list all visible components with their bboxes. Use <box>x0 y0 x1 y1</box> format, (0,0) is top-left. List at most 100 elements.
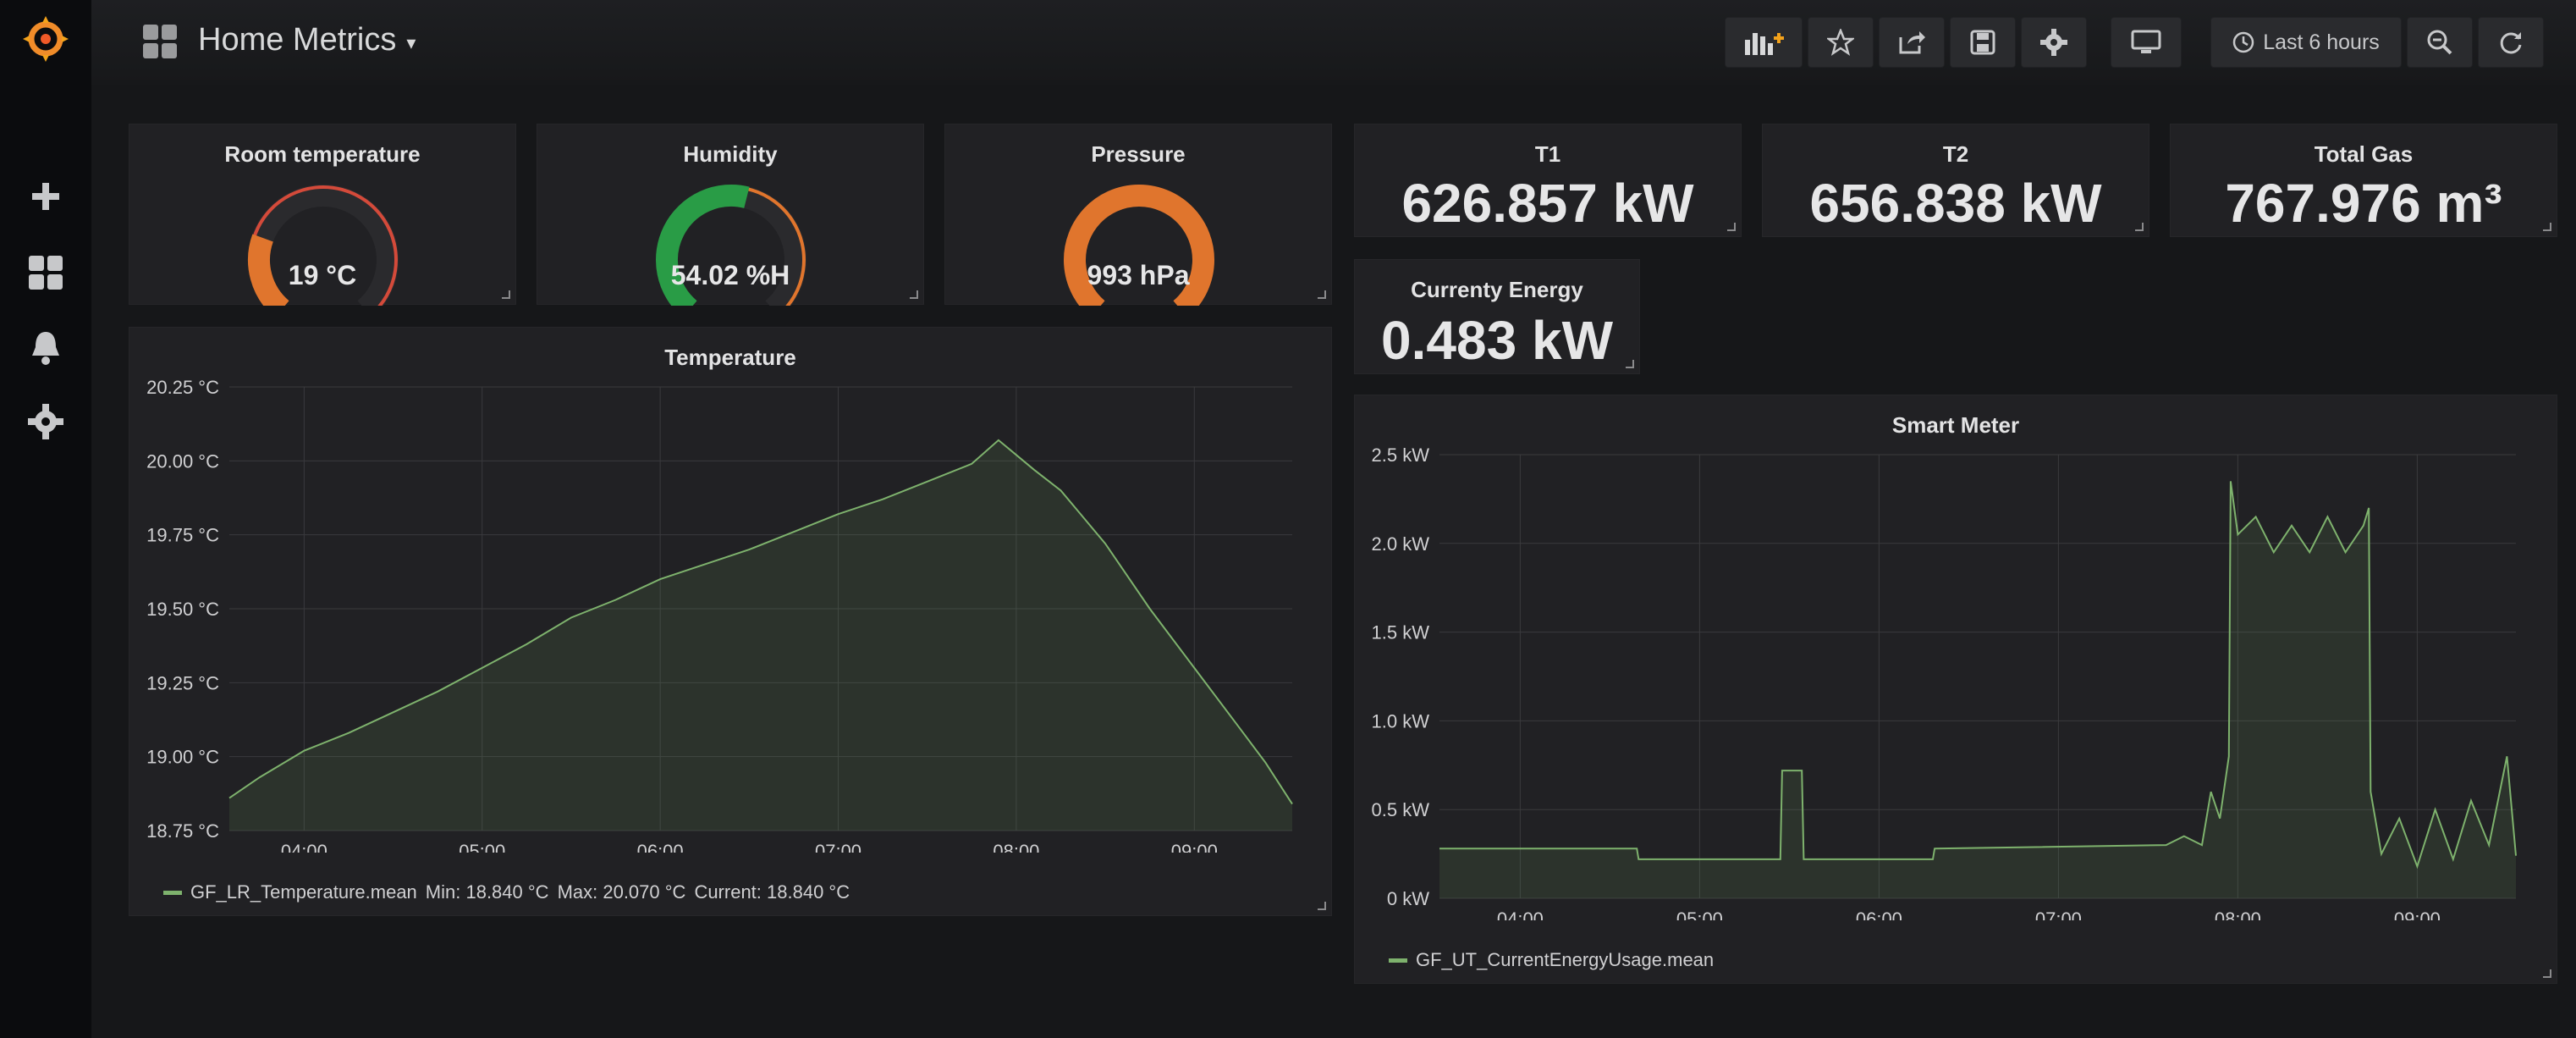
y-tick-label: 20.25 °C <box>146 377 219 398</box>
share-button[interactable] <box>1879 17 1945 68</box>
gauge-room-temperature <box>248 185 399 306</box>
x-tick-label: 04:00 <box>281 841 328 853</box>
top-navbar <box>91 0 2576 85</box>
clock-icon <box>2232 31 2254 53</box>
add-panel-button[interactable] <box>1725 17 1803 68</box>
panel-title: Humidity <box>683 141 778 167</box>
plus-icon[interactable] <box>19 169 73 224</box>
gauge-value: 19 °C <box>288 260 357 290</box>
panel-title: Total Gas <box>2314 141 2414 167</box>
bell-icon[interactable] <box>19 320 73 374</box>
legend-series-name[interactable]: GF_UT_CurrentEnergyUsage.mean <box>1416 949 1715 970</box>
legend-max: Max: 20.070 °C <box>557 881 686 903</box>
graph-panel-smart-meter[interactable]: Smart Meter 0 kW 0.5 kW 1.0 kW 1.5 kW 2.0 kW… <box>1354 395 2557 984</box>
y-tick-label: 18.75 °C <box>146 820 219 842</box>
y-tick-label: 2.0 kW <box>1372 533 1430 555</box>
gauge-fill <box>1064 185 1214 306</box>
resize-handle[interactable] <box>1318 902 1326 910</box>
resize-handle[interactable] <box>910 290 918 299</box>
panel-title: Smart Meter <box>1891 412 2020 438</box>
resize-handle[interactable] <box>2543 969 2551 978</box>
gear-icon[interactable] <box>19 395 73 449</box>
time-picker-button[interactable]: Last 6 hours <box>2210 17 2402 68</box>
stat-panel-t2[interactable]: T2 656.838 kW <box>1762 124 2149 237</box>
x-tick-label: 08:00 <box>993 841 1039 853</box>
panel-title: T2 <box>1942 141 1969 167</box>
y-tick-label: 1.0 kW <box>1372 710 1430 732</box>
legend-current: Current: 18.840 °C <box>694 881 850 903</box>
y-tick-label: 19.25 °C <box>146 672 219 693</box>
tv-mode-button[interactable] <box>2111 17 2182 68</box>
refresh-button[interactable] <box>2478 17 2544 68</box>
series-line <box>1439 481 2517 870</box>
stat-panel-t1[interactable]: T1 626.857 kW <box>1354 124 1742 237</box>
x-tick-label: 08:00 <box>2215 908 2261 920</box>
x-tick-label: 09:00 <box>2394 908 2441 920</box>
stat-panel-current-energy[interactable]: Currenty Energy 0.483 kW <box>1354 259 1640 374</box>
y-tick-label: 2.5 kW <box>1372 444 1430 466</box>
save-button[interactable] <box>1950 17 2016 68</box>
save-icon <box>1970 30 1995 55</box>
graph-panel-temperature[interactable]: Temperature 18.75 °C 19.00 °C 19.25 °C 19.5… <box>129 327 1332 916</box>
stat-panel-total-gas[interactable]: Total Gas 767.976 m³ <box>2170 124 2557 237</box>
series-area <box>229 439 1292 831</box>
y-tick-label: 0 kW <box>1387 888 1429 909</box>
resize-handle[interactable] <box>1626 360 1634 368</box>
star-button[interactable] <box>1808 17 1874 68</box>
panel-title: Currenty Energy <box>1411 277 1583 302</box>
y-tick-label: 19.75 °C <box>146 525 219 546</box>
legend-series-name[interactable]: GF_LR_Temperature.mean <box>190 881 417 903</box>
bar-chart-add-icon <box>1745 33 1784 55</box>
caret-down-icon: ▾ <box>406 31 416 53</box>
x-tick-label: 05:00 <box>459 841 505 853</box>
dashboards-grid-icon[interactable] <box>142 24 178 63</box>
monitor-icon <box>2131 30 2161 53</box>
gauge-fill <box>248 234 289 306</box>
resize-handle[interactable] <box>1318 290 1326 299</box>
series-line <box>228 439 1293 805</box>
time-range-label: Last 6 hours <box>2263 30 2380 54</box>
series-area <box>1439 481 2516 898</box>
legend-min: Min: 18.840 °C <box>425 881 549 903</box>
stat-value: 626.857 kW <box>1401 173 1694 234</box>
star-icon <box>1827 29 1854 56</box>
gauge-fill <box>656 185 750 306</box>
y-tick-label: 1.5 kW <box>1372 622 1430 643</box>
stat-value: 0.483 kW <box>1381 310 1613 371</box>
y-tick-label: 19.50 °C <box>146 599 219 620</box>
gauge-panel-pressure[interactable]: Pressure 993 hPa <box>944 124 1332 306</box>
x-tick-label: 09:00 <box>1171 841 1218 853</box>
zoom-out-icon <box>2427 30 2452 55</box>
grafana-logo-icon[interactable] <box>19 12 73 66</box>
gauge-pressure <box>1064 185 1214 306</box>
x-tick-label: 07:00 <box>2035 908 2082 920</box>
x-tick-label: 06:00 <box>1856 908 1902 920</box>
temperature-chart[interactable]: 18.75 °C 19.00 °C 19.25 °C 19.50 °C 19.75 °C… <box>129 328 1333 853</box>
grid-icon[interactable] <box>19 246 73 300</box>
dashboard-title-picker[interactable]: Home Metrics ▾ <box>198 22 416 58</box>
resize-handle[interactable] <box>2135 223 2144 231</box>
smart-meter-chart[interactable]: 0 kW 0.5 kW 1.0 kW 1.5 kW 2.0 kW 2.5 kW 04:00 0… <box>1355 395 2558 920</box>
panel-title: Room temperature <box>224 141 421 167</box>
x-tick-label: 06:00 <box>637 841 684 853</box>
resize-handle[interactable] <box>502 290 510 299</box>
settings-button[interactable] <box>2021 17 2087 68</box>
gauge-panel-room-temperature[interactable]: Room temperature 19 °C <box>129 124 516 306</box>
panel-title: Temperature <box>664 345 796 370</box>
share-icon <box>1899 31 1925 54</box>
y-tick-label: 19.00 °C <box>146 747 219 768</box>
resize-handle[interactable] <box>1727 223 1736 231</box>
sidebar <box>0 0 91 1038</box>
panel-title: T1 <box>1534 141 1561 167</box>
zoom-out-button[interactable] <box>2407 17 2473 68</box>
refresh-icon <box>2500 32 2522 54</box>
resize-handle[interactable] <box>2543 223 2551 231</box>
dashboard-title: Home Metrics <box>198 22 397 58</box>
gear-icon <box>2040 29 2067 56</box>
gauge-humidity <box>656 185 806 306</box>
panel-title: Pressure <box>1091 141 1186 167</box>
y-tick-label: 20.00 °C <box>146 450 219 472</box>
gauge-value: 54.02 %H <box>670 260 790 290</box>
gauge-panel-humidity[interactable]: Humidity 54.02 %H <box>537 124 924 306</box>
graph-legend: GF_LR_Temperature.mean Min: 18.840 °C Ma… <box>163 881 850 903</box>
